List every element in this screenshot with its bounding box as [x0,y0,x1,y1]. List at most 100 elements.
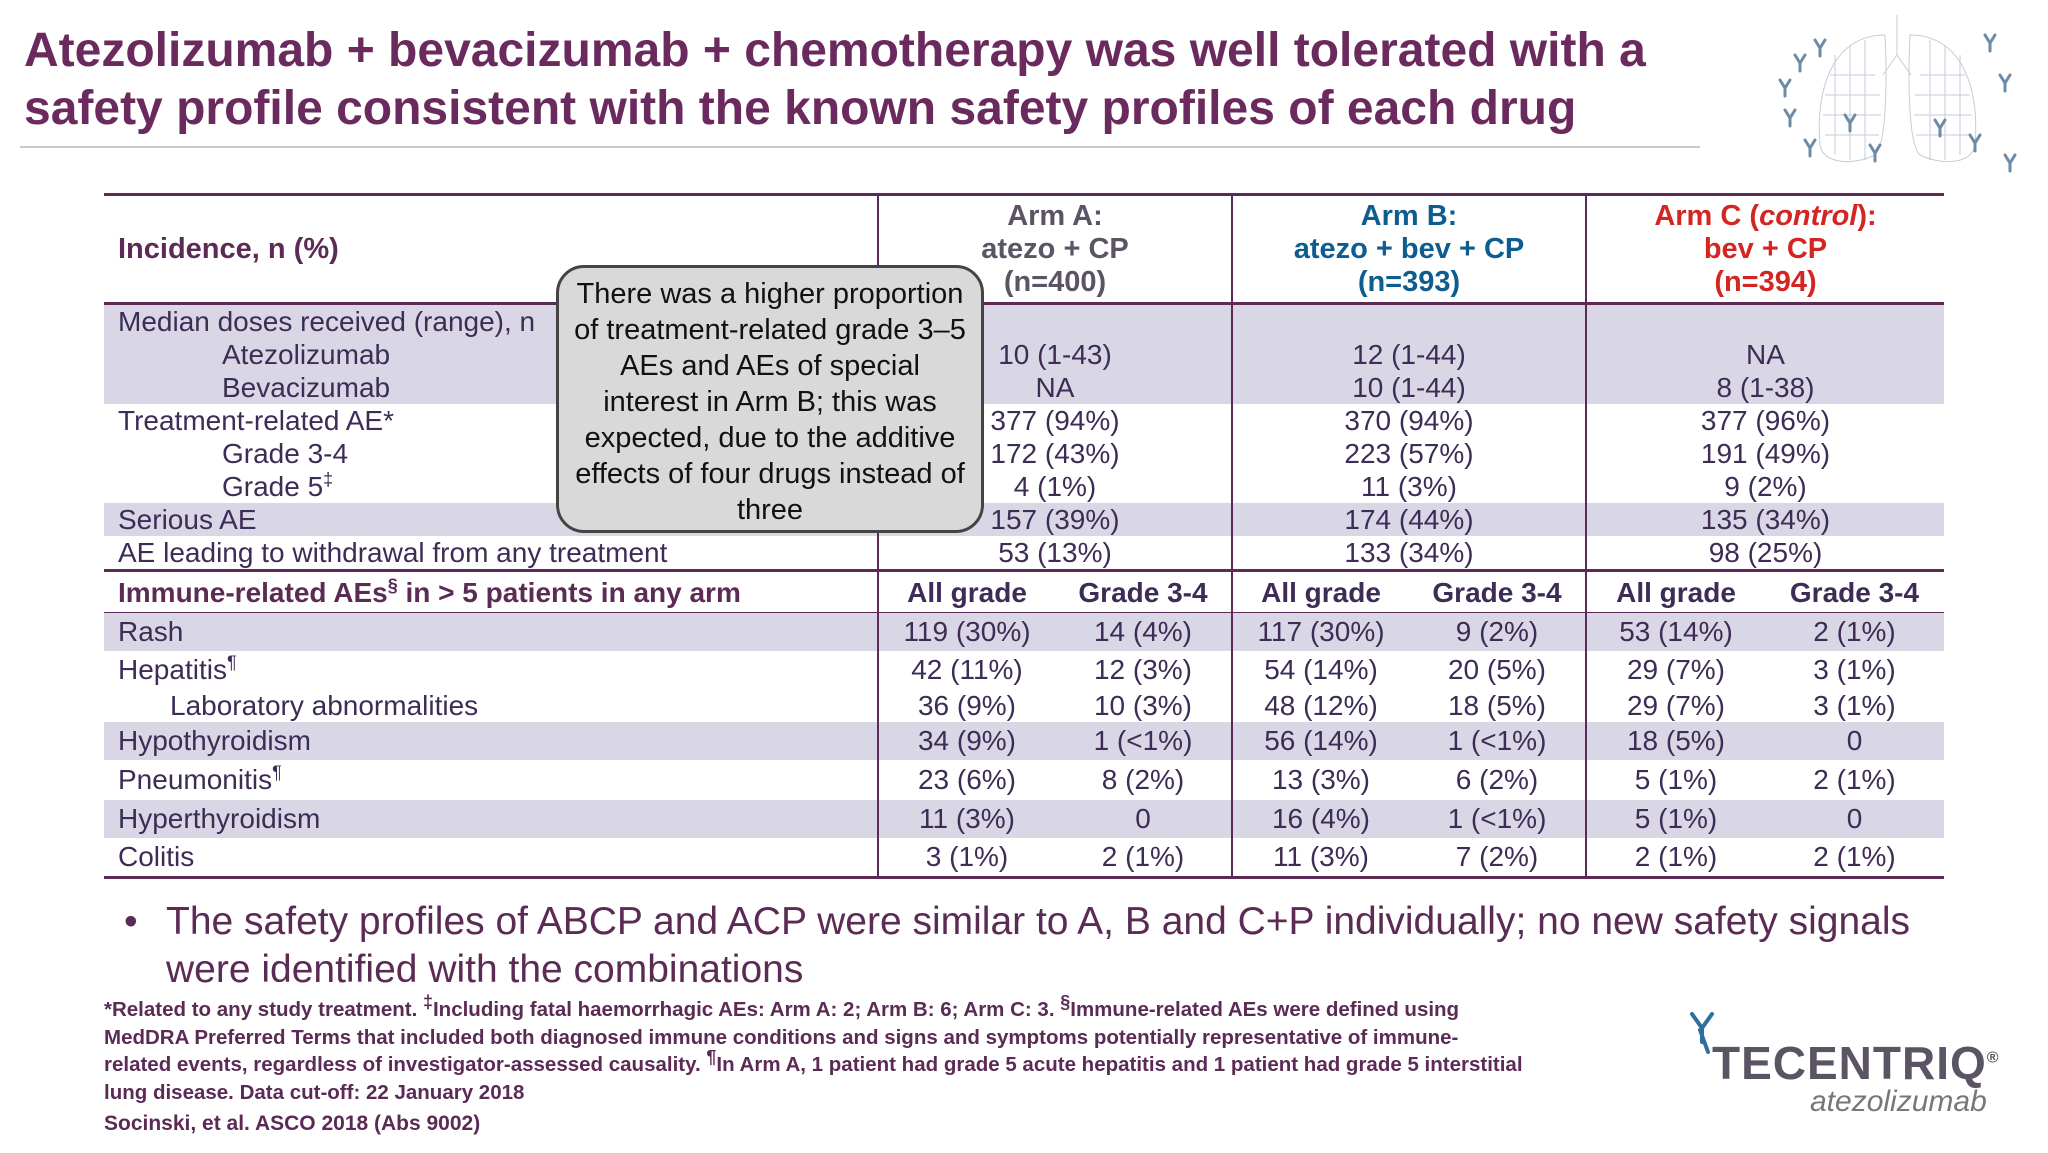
table-row: Bevacizumab NA 10 (1-44) 8 (1-38) [104,371,1944,404]
bullet-text: The safety profiles of ABCP and ACP were… [166,900,1911,991]
cell: 9 (2%) [1409,612,1586,651]
table-row: Rash 119 (30%) 14 (4%) 117 (30%) 9 (2%) … [104,612,1944,651]
table-row: Hyperthyroidism 11 (3%) 0 16 (4%) 1 (<1%… [104,799,1944,838]
col-grade-3-4: Grade 3-4 [1409,569,1586,613]
cell: 11 (3%) [1231,470,1586,503]
row-label: Hyperthyroidism [104,799,878,838]
cell: 13 (3%) [1231,759,1409,800]
cell: 191 (49%) [1585,437,1944,470]
row-label: AE leading to withdrawal from any treatm… [118,537,668,568]
cell: 9 (2%) [1585,470,1944,503]
cell: 377 (96%) [1585,404,1944,437]
cell: 7 (2%) [1409,837,1586,879]
cell: 223 (57%) [1231,437,1586,470]
footnotes: *Related to any study treatment. ‡Includ… [104,992,1523,1104]
table-row: Treatment-related AE* 377 (94%) 370 (94%… [104,404,1944,437]
table-row: Atezolizumab 10 (1-43) 12 (1-44) NA [104,338,1944,371]
row-label: Grade 3-4 [222,438,349,469]
table-row: Grade 5‡ 4 (1%) 11 (3%) 9 (2%) [104,470,1944,503]
cell: NA [1585,338,1944,371]
col-all-grade: All grade [1585,569,1765,613]
cell: 0 [1765,721,1944,760]
col-all-grade: All grade [1231,569,1409,613]
safety-table: Incidence, n (%) Arm A: atezo + CP (n=40… [104,193,1944,879]
cell: 3 (1%) [1813,689,1896,721]
cell: 1 (<1%) [1055,721,1232,760]
brand-name: TECENTRIQ® [1712,1037,2000,1089]
cell: 10 (3%) [1093,689,1193,721]
immune-header-label: Immune-related AEs§ in > 5 patients in a… [104,569,878,613]
row-label: Pneumonitis¶ [118,762,282,795]
cell: 53 (14%) [1585,612,1765,651]
generic-name: atezolizumab [1810,1085,1987,1118]
cell: 23 (6%) [877,759,1055,800]
arm-b-header: Arm B: atezo + bev + CP (n=393) [1231,193,1586,305]
arm-a-name: Arm A: [1007,199,1103,232]
callout-box: There was a higher proportion of treatme… [556,265,984,533]
cell: 2 (1%) [1055,837,1232,879]
col-grade-3-4: Grade 3-4 [1055,569,1232,613]
immune-header-row: Immune-related AEs§ in > 5 patients in a… [104,569,1944,613]
cell: 18 (5%) [1447,689,1547,721]
cell: 34 (9%) [877,721,1055,760]
arm-a-regimen: atezo + CP [981,232,1129,265]
cell: 29 (7%) [1585,688,1765,722]
cell: 56 (14%) [1231,721,1409,760]
cell: 5 (1%) [1585,759,1765,800]
cell: 29 (7%) [1585,650,1765,689]
cell: 119 (30%) [877,612,1055,651]
cell: 3 (1%) [877,837,1055,879]
title-divider [20,146,1700,148]
table-row: Hepatitis¶ 42 (11%) 12 (3%) 54 (14%) 20 … [104,650,1944,689]
col-grade-3-4: Grade 3-4 [1765,569,1944,613]
cell: 20 (5%) [1447,654,1547,685]
arm-b-name: Arm B: [1360,199,1458,232]
col-all-grade: All grade [877,569,1055,613]
cell: 16 (4%) [1231,799,1409,838]
arm-b-n: (n=393) [1357,265,1461,298]
cell: 11 (3%) [1231,837,1409,879]
cell: 2 (1%) [1585,837,1765,879]
cell: 10 (1-44) [1231,371,1586,404]
tecentriq-logo-mark [1690,1012,1714,1054]
cell: 48 (12%) [1231,688,1409,722]
table-row: Median doses received (range), n [104,303,1944,338]
cell: 5 (1%) [1585,799,1765,838]
cell: 8 (1-38) [1585,371,1944,404]
arm-b-regimen: atezo + bev + CP [1293,232,1525,265]
slide-title: Atezolizumab + bevacizumab + chemotherap… [24,24,1646,135]
row-label: Rash [104,612,878,651]
cell: 98 (25%) [1585,536,1944,571]
cell: 174 (44%) [1231,503,1586,536]
arm-c-regimen: bev + CP [1703,232,1828,265]
row-label: Hepatitis¶ [118,652,237,685]
cell: 18 (5%) [1585,721,1765,760]
cell: 133 (34%) [1231,536,1586,571]
cell: 3 (1%) [1813,654,1896,685]
table-row: Hypothyroidism 34 (9%) 1 (<1%) 56 (14%) … [104,721,1944,760]
arm-c-name: Arm C (control): [1654,199,1877,232]
table-row: AE leading to withdrawal from any treatm… [104,536,1944,571]
cell: 53 (13%) [877,536,1232,571]
arm-a-n: (n=400) [1003,265,1107,298]
arm-c-n: (n=394) [1714,265,1817,298]
table-row: Colitis 3 (1%) 2 (1%) 11 (3%) 7 (2%) 2 (… [104,837,1944,879]
row-label: Colitis [104,837,878,879]
cell: 8 (2%) [1101,764,1185,795]
cell: 1 (<1%) [1409,799,1586,838]
bullet-icon: • [124,900,138,943]
cell: 42 (11%) [877,650,1055,689]
cell: 36 (9%) [877,688,1055,722]
row-label: Treatment-related AE* [118,405,394,436]
row-label: Laboratory abnormalities [170,689,479,721]
table-row: Grade 3-4 172 (43%) 223 (57%) 191 (49%) [104,437,1944,470]
row-label: Bevacizumab [222,372,391,403]
cell: 0 [1055,799,1232,838]
cell: 117 (30%) [1231,612,1409,651]
lungs-antibody-illustration [1778,15,2017,173]
cell: 1 (<1%) [1409,721,1586,760]
cell: 2 (1%) [1765,837,1944,879]
table-row: Pneumonitis¶ 23 (6%) 8 (2%) 13 (3%) 6 (2… [104,759,1944,800]
cell: 6 (2%) [1455,764,1539,795]
cell: 54 (14%) [1231,650,1409,689]
